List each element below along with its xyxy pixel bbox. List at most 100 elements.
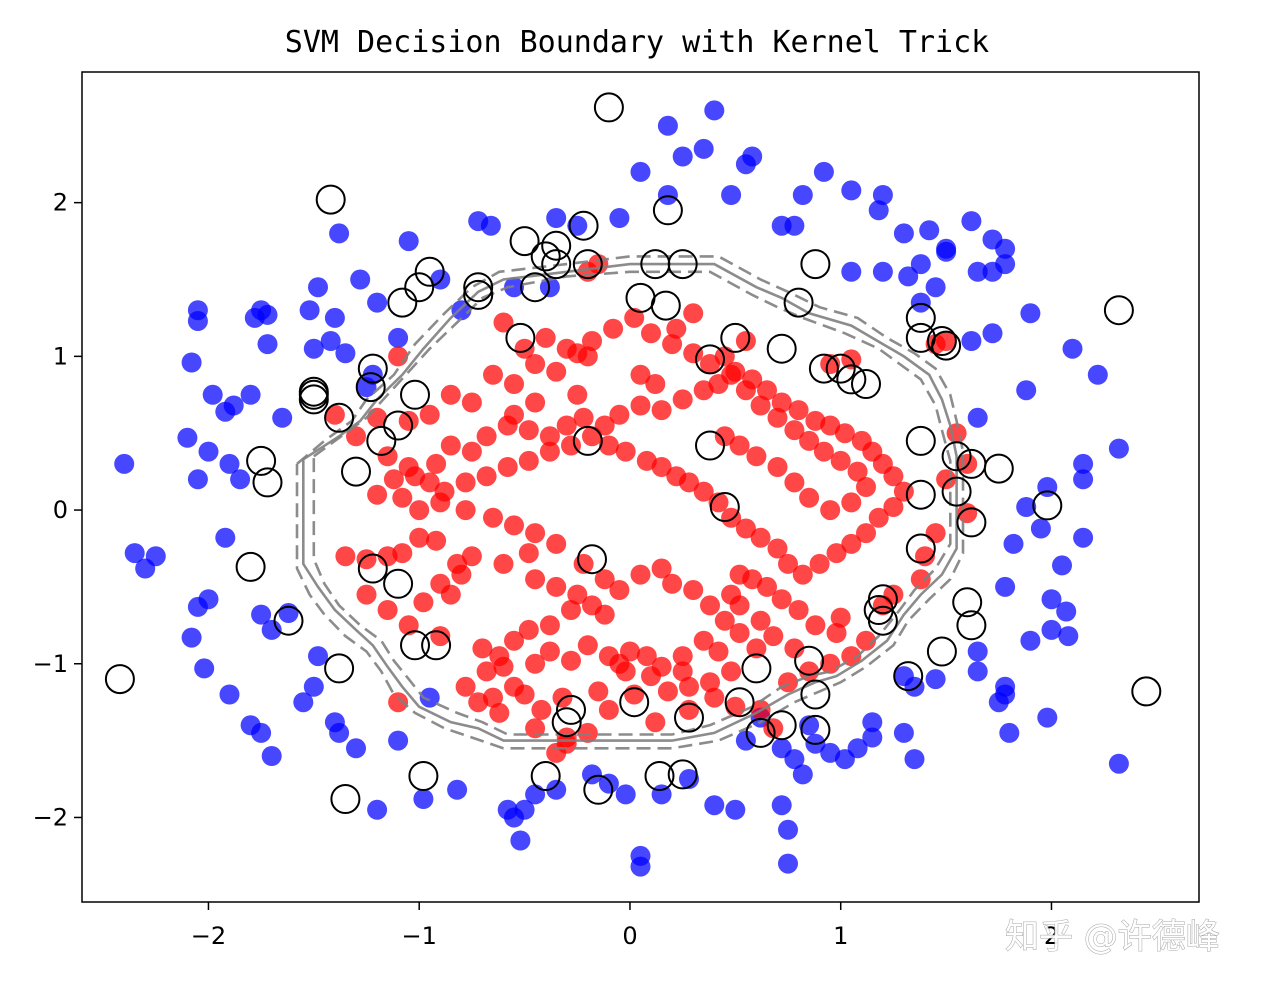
support-vector-ring xyxy=(720,322,751,353)
data-point xyxy=(862,727,883,748)
data-point xyxy=(750,395,771,416)
data-point xyxy=(525,354,546,374)
data-point xyxy=(388,327,409,348)
data-point xyxy=(693,138,714,159)
data-point xyxy=(257,304,278,325)
data-point xyxy=(320,331,341,351)
data-point xyxy=(539,615,560,636)
data-point xyxy=(556,338,577,359)
data-point xyxy=(841,261,862,282)
series-0 xyxy=(114,100,1129,877)
data-point xyxy=(700,354,720,374)
data-point xyxy=(683,580,704,600)
support-vector-ring xyxy=(583,774,614,805)
data-point xyxy=(324,712,345,733)
plot-area xyxy=(104,92,1162,877)
data-point xyxy=(308,277,328,298)
data-point xyxy=(657,681,678,702)
support-vector-ring xyxy=(867,605,898,636)
data-point xyxy=(187,469,208,490)
data-point xyxy=(820,653,841,674)
data-point xyxy=(657,185,678,205)
data-point xyxy=(440,584,461,605)
data-point xyxy=(577,346,598,367)
data-point xyxy=(778,672,798,693)
data-point xyxy=(518,450,539,471)
data-point xyxy=(925,523,946,544)
support-vector-ring xyxy=(404,272,435,303)
data-point xyxy=(539,641,560,662)
data-point xyxy=(1108,753,1129,774)
data-point xyxy=(476,466,497,487)
data-point xyxy=(198,441,219,462)
data-point xyxy=(750,610,771,631)
data-point xyxy=(504,404,524,425)
support-vector-ring xyxy=(952,587,983,618)
data-point xyxy=(651,558,672,579)
data-point xyxy=(525,569,546,590)
support-vector-ring xyxy=(298,376,329,407)
data-point xyxy=(124,543,145,564)
support-vector-ring xyxy=(341,456,371,487)
data-point xyxy=(493,553,514,574)
data-point xyxy=(367,292,388,313)
support-vector-ring xyxy=(1131,676,1162,707)
support-vector-ring xyxy=(577,544,607,575)
data-point xyxy=(868,507,889,528)
data-point xyxy=(582,764,602,785)
support-vector-ring xyxy=(541,230,572,261)
data-point xyxy=(746,446,767,467)
data-point xyxy=(799,661,820,682)
data-point xyxy=(577,722,598,743)
data-point xyxy=(1073,453,1094,474)
data-point xyxy=(303,676,324,697)
data-point xyxy=(472,638,493,659)
data-point xyxy=(556,727,577,748)
data-point xyxy=(868,200,889,221)
data-point xyxy=(419,472,440,493)
data-point xyxy=(1073,527,1094,548)
data-point xyxy=(1058,626,1079,647)
data-point xyxy=(666,318,687,339)
data-point xyxy=(398,231,419,252)
data-point xyxy=(114,453,135,474)
data-point xyxy=(883,497,904,517)
data-point xyxy=(700,595,720,616)
support-vector-ring xyxy=(931,330,962,361)
data-point xyxy=(1052,555,1072,576)
data-point xyxy=(704,795,725,816)
data-point xyxy=(510,830,531,851)
support-vector-ring xyxy=(252,467,283,498)
data-point xyxy=(518,619,539,640)
data-point xyxy=(480,215,501,236)
data-point xyxy=(356,584,377,605)
data-point xyxy=(967,641,988,662)
data-point xyxy=(1041,619,1062,640)
data-point xyxy=(792,185,813,205)
data-point xyxy=(346,738,366,759)
x-tick-label: 1 xyxy=(833,922,848,950)
data-point xyxy=(662,334,683,355)
data-point xyxy=(841,533,862,554)
support-vector-ring xyxy=(695,430,725,461)
data-point xyxy=(426,530,447,551)
support-vector-ring xyxy=(766,333,797,364)
support-vector-ring xyxy=(836,364,867,395)
data-point xyxy=(820,415,841,436)
support-vector-ring xyxy=(414,256,445,287)
data-point xyxy=(1062,338,1083,359)
data-point xyxy=(826,623,847,643)
data-point xyxy=(834,423,855,444)
data-point xyxy=(525,392,546,413)
support-vector-ring xyxy=(408,761,439,791)
data-point xyxy=(630,564,651,585)
data-point xyxy=(1020,303,1041,324)
support-vector-ring xyxy=(463,279,494,310)
support-vector-ring xyxy=(745,717,776,748)
data-point xyxy=(272,407,293,428)
data-point xyxy=(392,487,413,508)
data-point xyxy=(721,364,742,385)
support-vector-ring xyxy=(625,282,656,313)
data-point xyxy=(299,300,320,321)
data-point xyxy=(346,426,366,447)
